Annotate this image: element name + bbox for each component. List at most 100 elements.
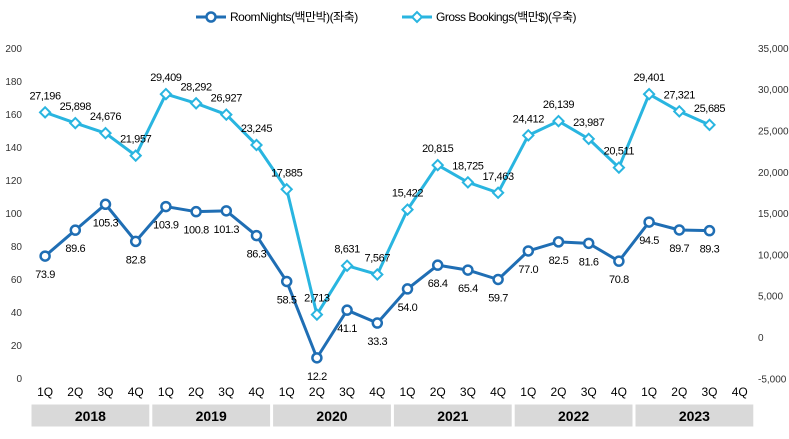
roomnights-data-label: 73.9 <box>35 269 55 281</box>
left-axis-tick: 80 <box>11 242 23 253</box>
left-axis: 0 20 40 60 80 100 120 140 160 180 200 <box>5 44 22 385</box>
roomnights-point <box>220 205 233 217</box>
gross-bookings-data-label: 23,987 <box>573 117 605 129</box>
roomnights-point <box>673 224 686 236</box>
right-axis-tick: -5,000 <box>758 374 787 385</box>
gross-bookings-data-label: 17,885 <box>271 167 303 179</box>
year-label: 2021 <box>437 408 468 424</box>
gross-bookings-data-label: 24,412 <box>513 113 545 125</box>
year-box <box>634 403 755 428</box>
gross-bookings-point <box>702 118 717 132</box>
gross-bookings-data-label: 15,422 <box>392 188 424 200</box>
gross-bookings-point <box>340 259 354 273</box>
quarter-tick-label: 1Q <box>641 385 657 399</box>
year-box <box>30 403 151 428</box>
left-axis-tick: 200 <box>5 44 22 55</box>
left-axis-tick: 40 <box>11 308 23 319</box>
roomnights-point <box>280 275 293 288</box>
gross-bookings-point <box>431 158 445 172</box>
gross-bookings-data-label: 25,685 <box>694 103 726 115</box>
gross-bookings-data-label: 28,292 <box>180 81 212 93</box>
year-label: 2022 <box>558 408 589 424</box>
roomnights-point <box>39 250 51 262</box>
gross-bookings-data-label: 20,815 <box>422 143 454 155</box>
gross-bookings-point <box>129 149 143 163</box>
quarter-tick-label: 2Q <box>309 385 325 399</box>
roomnights-data-label: 33.3 <box>367 336 387 348</box>
gross-bookings-point <box>219 108 233 122</box>
roomnights-point <box>462 264 474 276</box>
roomnights-data-label: 89.7 <box>669 243 689 255</box>
roomnights-data-label: 94.5 <box>639 235 659 247</box>
quarter-tick-label: 1Q <box>520 385 536 399</box>
roomnights-point <box>99 198 112 211</box>
gross-bookings-data-label: 20,511 <box>604 146 635 158</box>
right-axis-tick: 35,000 <box>758 44 789 55</box>
gross-bookings-point <box>189 96 203 110</box>
quarter-tick-label: 3Q <box>581 385 597 399</box>
left-axis-tick: 0 <box>16 374 22 385</box>
left-axis-tick: 140 <box>5 143 22 154</box>
left-axis-tick: 160 <box>5 110 22 121</box>
roomnights-data-label: 65.4 <box>458 283 478 295</box>
gross-bookings-point <box>370 267 384 282</box>
year-label: 2020 <box>316 408 347 424</box>
gross-bookings-data-label: 21,957 <box>120 134 152 146</box>
quarter-tick-label: 2Q <box>671 385 687 399</box>
roomnights-data-label: 89.6 <box>65 243 85 255</box>
quarter-tick-label: 2Q <box>188 385 204 399</box>
right-axis-tick: 30,000 <box>758 85 789 96</box>
gross-bookings-point <box>551 114 566 128</box>
roomnights-data-label: 101.3 <box>214 224 240 236</box>
roomnights-point <box>371 317 384 329</box>
roomnights-point <box>311 352 323 364</box>
roomnights-point <box>492 273 504 286</box>
year-label: 2018 <box>75 408 106 424</box>
gross-bookings-point <box>582 132 596 146</box>
right-axis-tick: 10,000 <box>758 250 789 261</box>
roomnights-data-label: 54.0 <box>398 302 418 314</box>
roomnights-data-label: 59.7 <box>488 292 508 304</box>
year-label: 2023 <box>679 408 710 424</box>
quarter-tick-label: 3Q <box>460 385 476 399</box>
quarter-tick-label: 4Q <box>490 385 506 399</box>
gross-bookings-data-label: 23,245 <box>241 123 273 135</box>
gross-bookings-point <box>98 126 113 140</box>
gross-bookings-point <box>642 87 656 101</box>
roomnights-point <box>643 216 655 228</box>
roomnights-data-label: 81.6 <box>579 256 599 268</box>
quarter-tick-label: 1Q <box>37 385 53 399</box>
year-label: 2019 <box>196 408 227 424</box>
left-axis-tick: 120 <box>5 176 22 187</box>
gross-bookings-data-label: 24,676 <box>90 111 122 123</box>
roomnights-data-label: 41.1 <box>337 323 357 335</box>
gross-bookings-data-label: 7,567 <box>365 252 391 264</box>
gross-bookings-point <box>521 128 535 142</box>
legend-label-roomnights: RoomNights(백만박)(좌축) <box>230 10 358 24</box>
roomnights-data-label: 58.5 <box>277 294 297 306</box>
gross-bookings-data-label: 26,139 <box>543 99 575 111</box>
right-axis-tick: 0 <box>758 333 764 344</box>
year-box <box>513 403 634 428</box>
roomnights-point <box>582 237 595 250</box>
gross-bookings-point <box>310 308 324 322</box>
legend-label-gross-bookings: Gross Bookings(백만$)(우축) <box>436 10 577 24</box>
gross-bookings-point <box>249 138 264 152</box>
roomnights-point <box>69 224 82 236</box>
roomnights-data-label: 100.8 <box>183 225 209 237</box>
right-axis-tick: 25,000 <box>758 127 789 138</box>
roomnights-data-label: 82.5 <box>549 255 569 267</box>
roomnights-point <box>341 304 353 316</box>
legend-item-gross-bookings: Gross Bookings(백만$)(우축) <box>402 10 577 24</box>
roomnights-point <box>613 255 625 267</box>
roomnights-point <box>401 283 414 295</box>
gross-bookings-data-label: 18,725 <box>452 160 484 172</box>
gross-bookings-data-label: 25,898 <box>60 101 92 113</box>
quarter-tick-label: 3Q <box>218 385 234 399</box>
legend: RoomNights(백만박)(좌축) Gross Bookings(백만$)(… <box>196 10 577 24</box>
quarter-tick-label: 2Q <box>67 385 83 399</box>
quarter-tick-label: 4Q <box>611 385 627 399</box>
quarter-tick-label: 1Q <box>158 385 174 399</box>
roomnights-data-label: 77.0 <box>518 264 538 276</box>
